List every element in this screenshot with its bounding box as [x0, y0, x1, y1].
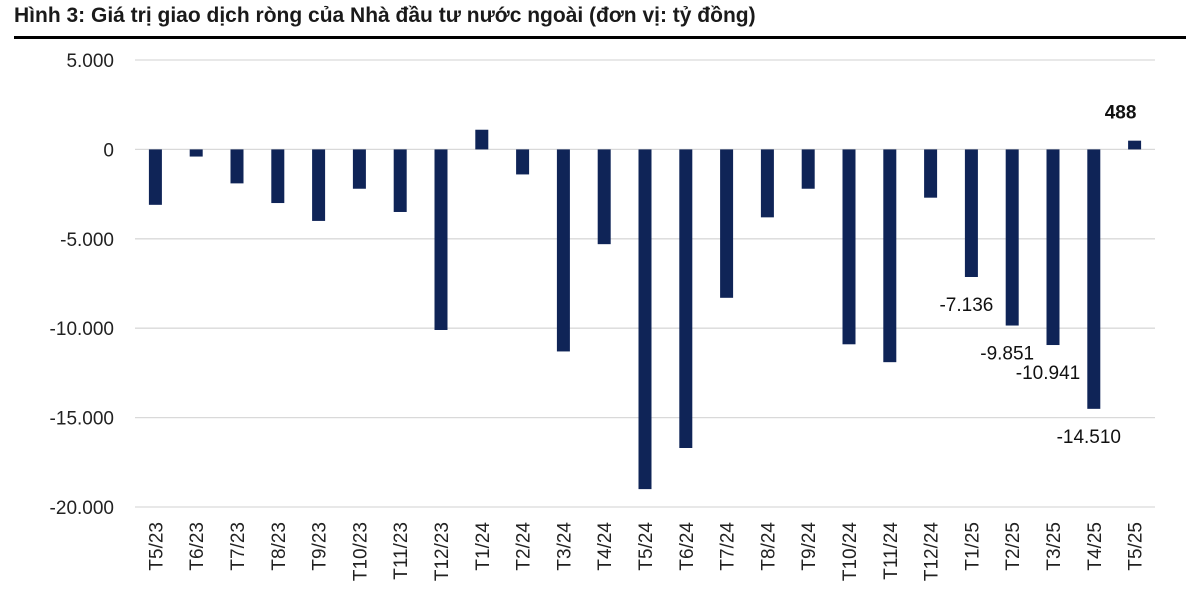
x-tick-label: T12/23: [432, 522, 453, 581]
x-tick-label: T9/23: [310, 522, 331, 571]
x-tick-label: T1/24: [473, 522, 494, 571]
x-tick-label: T12/24: [922, 522, 943, 582]
x-tick-label: T3/24: [554, 522, 575, 571]
x-tick-label: T4/25: [1085, 522, 1106, 571]
bar: [475, 129, 489, 150]
x-tick-label: T6/23: [187, 522, 208, 571]
data-label: -10.941: [1016, 363, 1080, 384]
bar: [352, 149, 366, 189]
y-tick-label: -15.000: [50, 409, 114, 430]
bar: [271, 149, 285, 204]
x-tick-label: T5/24: [636, 522, 657, 571]
x-tick-label: T9/24: [799, 522, 820, 571]
bar: [1128, 140, 1142, 150]
x-tick-label: T7/23: [228, 522, 249, 571]
bar: [230, 149, 244, 184]
bar: [312, 149, 326, 221]
bar: [189, 149, 203, 157]
bar: [924, 149, 938, 198]
bar: [597, 149, 611, 245]
bar: [1046, 149, 1060, 346]
x-tick-label: T11/24: [881, 522, 902, 580]
data-label: 488: [1105, 103, 1137, 124]
bar: [393, 149, 407, 212]
title-underline: [14, 36, 1186, 39]
y-tick-label: -5.000: [60, 230, 114, 251]
x-tick-label: T8/24: [758, 522, 779, 571]
data-label: -7.136: [939, 295, 993, 316]
x-tick-label: T10/23: [350, 522, 371, 581]
x-tick-label: T4/24: [595, 522, 616, 571]
x-tick-label: T11/23: [391, 522, 412, 580]
y-tick-label: 0: [103, 140, 114, 161]
bar: [148, 149, 162, 205]
y-tick-label: -20.000: [50, 498, 114, 519]
x-tick-label: T7/24: [718, 522, 739, 571]
data-label: -14.510: [1057, 427, 1121, 448]
x-tick-label: T1/25: [962, 522, 983, 571]
bar: [434, 149, 448, 330]
bar: [1087, 149, 1101, 409]
chart-title: Hình 3: Giá trị giao dịch ròng của Nhà đ…: [14, 4, 756, 27]
bar: [638, 149, 652, 490]
x-tick-label: T5/23: [146, 522, 167, 571]
bar: [516, 149, 530, 175]
bar: [842, 149, 856, 345]
y-tick-label: -10.000: [50, 319, 114, 340]
bar: [1005, 149, 1019, 326]
x-tick-label: T3/25: [1044, 522, 1065, 571]
x-tick-label: T5/25: [1126, 522, 1147, 571]
x-tick-label: T2/25: [1003, 522, 1024, 571]
x-tick-label: T2/24: [514, 522, 535, 571]
bar: [883, 149, 897, 363]
bar: [964, 149, 978, 277]
bar: [760, 149, 774, 218]
bar: [556, 149, 570, 352]
bar: [801, 149, 815, 189]
bar: [679, 149, 693, 448]
x-tick-label: T8/23: [269, 522, 290, 571]
y-tick-label: 5.000: [66, 51, 114, 72]
data-label: -9.851: [980, 344, 1034, 365]
x-tick-label: T10/24: [840, 522, 861, 582]
x-tick-label: T6/24: [677, 522, 698, 571]
bar: [720, 149, 734, 298]
